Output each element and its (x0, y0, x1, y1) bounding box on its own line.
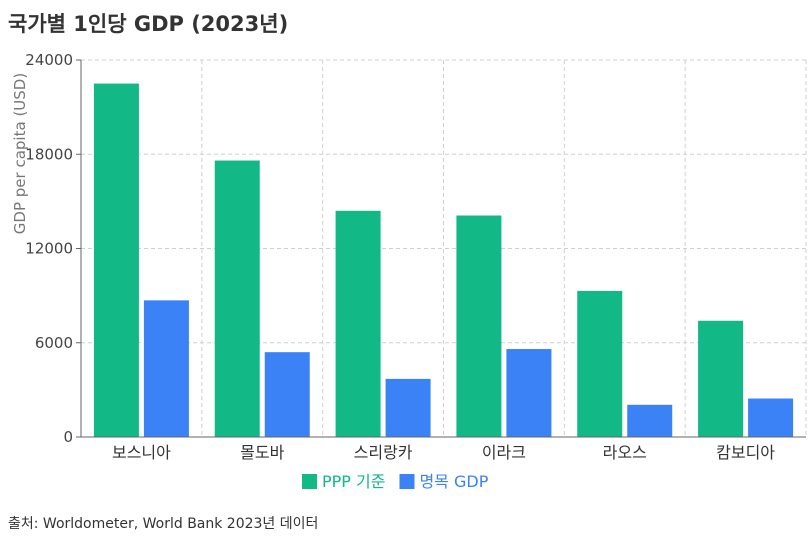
bar-ppp (698, 320, 744, 437)
y-tick-label: 0 (63, 428, 73, 446)
y-tick-label: 12000 (25, 240, 73, 258)
y-tick-label: 18000 (25, 145, 73, 163)
bar-ppp (93, 83, 139, 437)
bar-nominal (748, 398, 794, 437)
bar-nominal (506, 349, 552, 437)
legend-swatch (399, 474, 415, 489)
bar-ppp (214, 160, 260, 438)
bar-ppp (577, 290, 623, 437)
bar-nominal (264, 352, 310, 437)
legend-label: PPP 기준 (322, 472, 385, 491)
bar-nominal (143, 300, 189, 437)
x-tick-label: 몰도바 (240, 443, 284, 462)
x-tick-label: 라오스 (603, 443, 647, 462)
legend-swatch (302, 474, 317, 489)
x-tick-label: 스리랑카 (354, 443, 413, 462)
x-tick-label: 이라크 (482, 443, 526, 462)
bar-ppp (456, 215, 502, 437)
bar-ppp (335, 210, 381, 437)
chart-title: 국가별 1인당 GDP (2023년) (8, 12, 289, 36)
source-note: 출처: Worldometer, World Bank 2023년 데이터 (8, 516, 319, 532)
y-axis-title: GDP per capita (USD) (11, 73, 29, 234)
y-tick-label: 24000 (25, 51, 73, 69)
x-tick-label: 보스니아 (112, 443, 171, 462)
y-tick-label: 6000 (35, 334, 73, 352)
x-tick-label: 캄보디아 (716, 443, 775, 462)
bar-nominal (385, 378, 431, 437)
bar-nominal (627, 404, 673, 437)
legend-label: 명목 GDP (419, 472, 488, 491)
